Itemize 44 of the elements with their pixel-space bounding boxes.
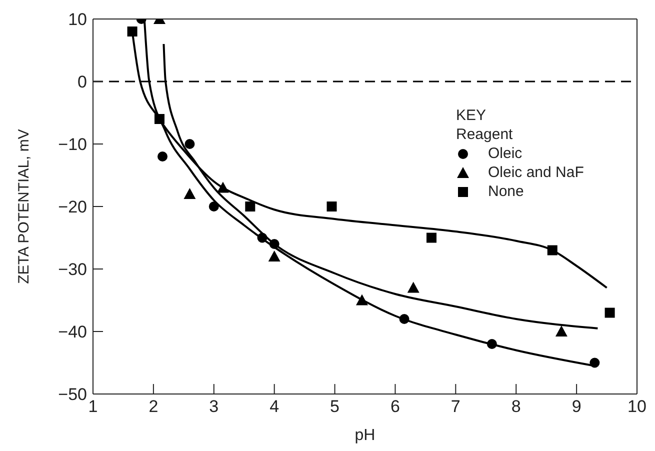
point: [486, 339, 497, 349]
point: [184, 188, 196, 199]
y-tick-label: 10: [68, 10, 87, 30]
y-tick-label: −10: [58, 135, 87, 154]
x-tick-label: 6: [390, 397, 400, 416]
point: [555, 326, 568, 336]
y-tick-label: −50: [58, 385, 87, 404]
legend-title: KEY Reagent: [456, 106, 514, 144]
point: [268, 250, 280, 262]
point: [399, 314, 410, 324]
point: [604, 308, 615, 318]
y-tick-label: −30: [58, 260, 87, 280]
x-tick-label: 2: [148, 397, 158, 416]
point: [245, 202, 256, 212]
x-tick-label: 9: [572, 397, 582, 416]
point: [216, 182, 229, 193]
point: [127, 26, 138, 36]
y-tick-label: −40: [58, 322, 87, 342]
point: [547, 245, 558, 256]
y-tick-label: −20: [58, 198, 87, 217]
legend-label: Oleic: [488, 144, 522, 163]
legend-label: None: [488, 182, 524, 201]
point: [154, 114, 164, 124]
x-axis-title: pH: [354, 427, 376, 444]
point: [407, 282, 420, 293]
point: [356, 294, 368, 306]
point: [326, 202, 337, 212]
point: [426, 232, 436, 243]
y-tick-label: 0: [78, 72, 87, 92]
y-axis-title: ZETA POTENTIAL, mV: [15, 129, 32, 284]
point: [208, 202, 219, 212]
x-tick-label: 4: [270, 397, 280, 416]
x-tick-label: 10: [628, 397, 646, 416]
point: [257, 232, 268, 243]
x-tick-label: 5: [330, 397, 340, 416]
x-tick-label: 8: [511, 397, 521, 416]
point: [158, 152, 168, 162]
point: [269, 239, 280, 249]
point: [590, 358, 600, 368]
x-tick-label: 7: [450, 397, 460, 416]
x-tick-label: 1: [88, 397, 98, 416]
x-tick-label: 3: [209, 397, 219, 416]
point: [184, 139, 195, 149]
legend-label: Oleic and NaF: [488, 163, 584, 182]
